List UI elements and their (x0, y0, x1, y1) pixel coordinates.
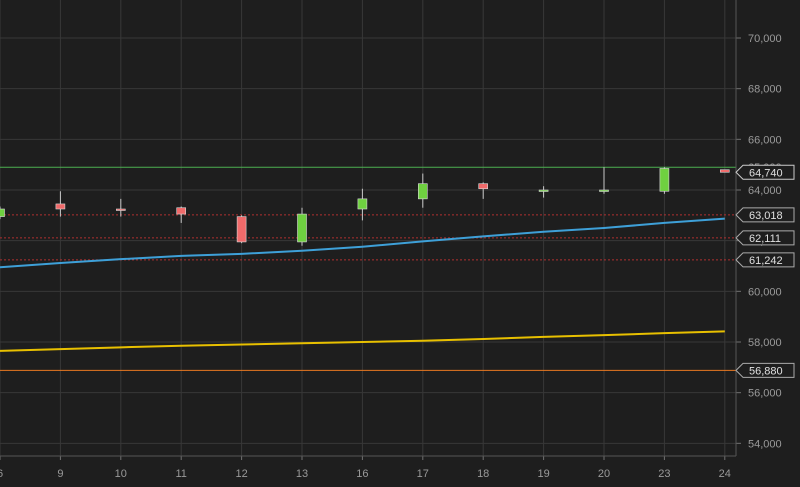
candle (599, 167, 609, 194)
x-tick-label: 20 (598, 468, 610, 480)
candle-body (599, 189, 609, 192)
candle (417, 173, 428, 208)
price-tag-label: 56,880 (749, 365, 783, 377)
x-tick-label: 11 (175, 468, 186, 480)
candle-body (357, 198, 368, 210)
y-tick-label: 68,000 (748, 84, 782, 96)
x-tick-label: 24 (719, 468, 731, 480)
y-tick-label: 54,000 (748, 438, 782, 450)
date-axis[interactable]: 6 9 10 11 12 13 16 17 18 19 20 23 24 (0, 455, 736, 480)
price-tag: 63,018 (735, 207, 795, 223)
y-tick-label: 60,000 (748, 286, 782, 298)
price-tag-label: 62,111 (749, 233, 781, 245)
price-tag: 62,111 (735, 230, 795, 246)
candle-body (297, 213, 307, 243)
moving-average-line (0, 330, 725, 352)
last-price-tag: 64,740 (735, 164, 795, 180)
x-tick-label: 12 (235, 468, 247, 480)
candle-body (236, 216, 247, 243)
x-tick-label: 13 (296, 468, 308, 480)
price-tag-box (735, 230, 795, 246)
x-tick-label: 16 (356, 468, 368, 480)
y-tick-label: 64,000 (748, 185, 782, 197)
candle-body (719, 169, 730, 173)
candle-body (55, 203, 66, 210)
price-tag-box (735, 252, 795, 268)
y-tick-label: 70,000 (748, 33, 782, 45)
price-tag-label: 64,740 (749, 167, 783, 179)
price-tag-box (735, 164, 795, 180)
price-tag-box (735, 207, 795, 223)
candle-body (176, 207, 186, 215)
price-tag: 61,242 (735, 252, 795, 268)
candle (538, 186, 549, 198)
candle (55, 191, 66, 217)
y-tick-label: 56,000 (748, 388, 782, 400)
candles (0, 167, 730, 246)
candle (176, 206, 186, 223)
candle (357, 188, 368, 221)
x-tick-label: 18 (477, 468, 489, 480)
candle (659, 167, 670, 194)
reference-lines (0, 166, 736, 371)
price-tag-label: 63,018 (749, 210, 783, 222)
moving-average-line (0, 217, 725, 269)
candle (719, 169, 730, 173)
y-tick-label: 58,000 (748, 337, 782, 349)
candle (297, 207, 307, 246)
x-tick-label: 23 (658, 468, 670, 480)
candle-body (478, 183, 489, 190)
moving-averages (0, 217, 725, 352)
x-tick-label: 19 (537, 468, 549, 480)
candle-body (538, 189, 549, 192)
candle-body (116, 208, 126, 211)
candle (0, 206, 5, 220)
candle-body (659, 168, 670, 192)
candle (236, 215, 247, 244)
price-tag: 56,880 (735, 362, 795, 378)
x-tick-label: 9 (57, 468, 63, 480)
price-tag-box (735, 362, 795, 378)
candle (116, 198, 126, 217)
y-tick-label: 66,000 (748, 134, 782, 146)
candle-body (417, 183, 428, 200)
grid (0, 0, 736, 456)
x-tick-label: 6 (0, 468, 3, 480)
candle (478, 182, 489, 199)
x-tick-label: 17 (417, 468, 429, 480)
candle-body (0, 208, 5, 217)
price-tag-label: 61,242 (749, 255, 783, 267)
x-tick-label: 10 (115, 468, 127, 480)
